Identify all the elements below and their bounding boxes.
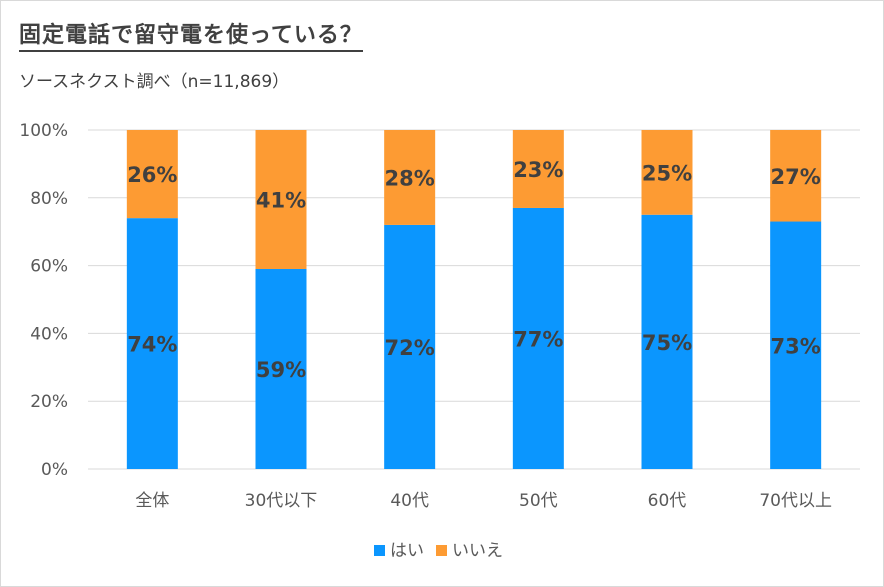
- x-category-label: 40代: [390, 491, 429, 511]
- data-label: 73%: [771, 334, 821, 358]
- y-tick-label: 0%: [41, 460, 68, 480]
- data-label: 28%: [385, 166, 435, 190]
- x-category-label: 50代: [519, 491, 558, 511]
- data-label: 77%: [513, 327, 563, 351]
- y-axis-ticks: 0% 20% 40% 60% 80% 100%: [19, 121, 68, 480]
- y-tick-label: 60%: [30, 257, 68, 277]
- y-tick-label: 40%: [30, 324, 68, 344]
- legend-swatch-yes: [374, 545, 385, 556]
- bars: [126, 130, 822, 469]
- data-label: 41%: [256, 188, 306, 212]
- data-label: 75%: [642, 331, 692, 355]
- y-tick-label: 100%: [19, 121, 68, 141]
- x-category-label: 全体: [135, 491, 169, 511]
- legend: はい いいえ: [374, 541, 503, 561]
- bar-yes: [126, 218, 178, 469]
- bar-yes: [641, 214, 693, 469]
- x-category-label: 70代以上: [759, 491, 832, 511]
- data-label: 27%: [771, 165, 821, 189]
- legend-label-yes: はい: [390, 541, 424, 561]
- data-label: 26%: [127, 163, 177, 187]
- data-label: 74%: [127, 333, 177, 357]
- bar-yes: [512, 207, 564, 469]
- bar-yes: [255, 268, 307, 469]
- data-label: 23%: [513, 158, 563, 182]
- bar-no: [512, 130, 564, 208]
- gridlines: [88, 129, 860, 470]
- bar-yes: [384, 224, 436, 469]
- legend-label-no: いいえ: [452, 541, 503, 561]
- bar-no: [384, 130, 436, 225]
- bar-no: [770, 130, 822, 222]
- bar-no: [255, 130, 307, 269]
- chart-title: 固定電話で留守電を使っている？: [19, 23, 363, 52]
- x-category-label: 60代: [648, 491, 687, 511]
- bar-no: [126, 130, 178, 219]
- x-axis-categories: 全体 30代以下 40代 50代 60代 70代以上: [135, 491, 832, 511]
- data-label: 25%: [642, 161, 692, 185]
- chart-subtitle: ソースネクスト調べ（n=11,869）: [19, 72, 290, 92]
- data-label: 72%: [385, 336, 435, 360]
- legend-swatch-no: [436, 545, 447, 556]
- x-category-label: 30代以下: [245, 491, 318, 511]
- bar-no: [641, 130, 693, 215]
- y-tick-label: 80%: [30, 189, 68, 209]
- bar-yes: [770, 221, 822, 469]
- y-tick-label: 20%: [30, 392, 68, 412]
- data-labels: 74% 26% 59% 41% 72% 28% 77% 23% 75% 25% 73% 27%: [127, 158, 821, 382]
- data-label: 59%: [256, 358, 306, 382]
